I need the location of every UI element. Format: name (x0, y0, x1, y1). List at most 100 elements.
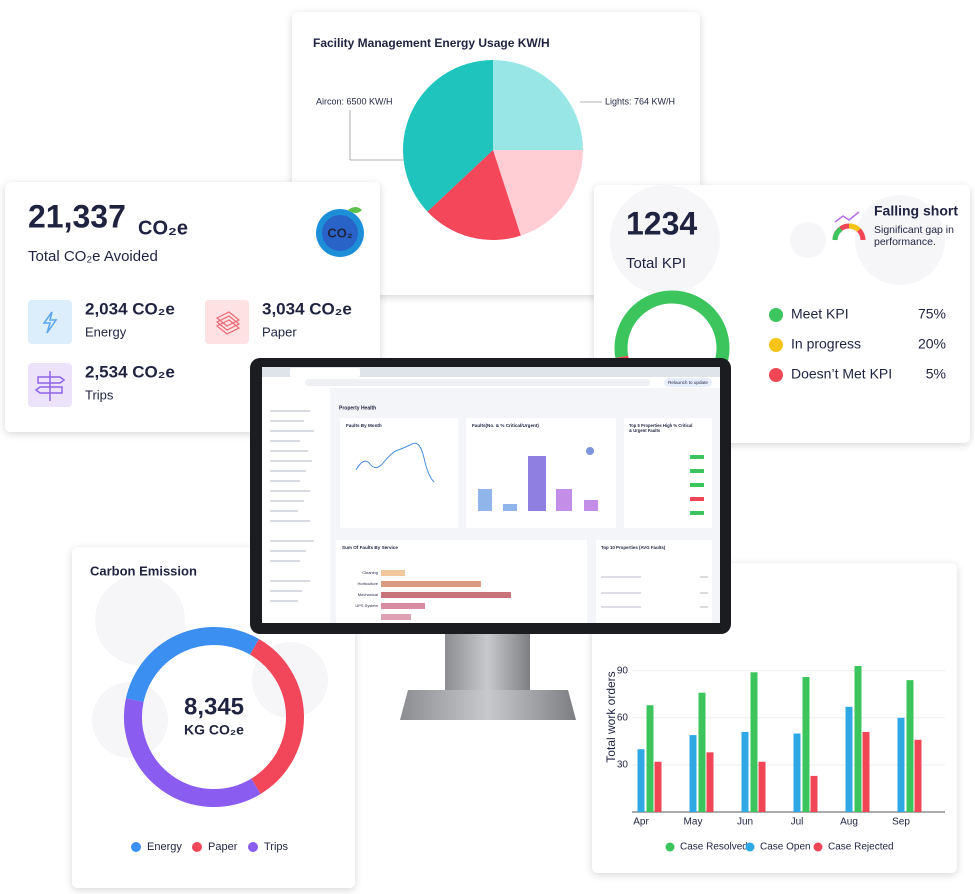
item-label: Trips (85, 387, 114, 402)
bg-blob (95, 575, 185, 665)
energy-card: Facility Management Energy Usage KW/H Ai… (292, 12, 700, 295)
y-axis-label: Total work orders (604, 671, 618, 762)
monitor: Relaunch to update Property Health Fault… (250, 358, 731, 720)
bar (862, 731, 870, 812)
legend-swatch (769, 368, 783, 382)
legend-swatch (769, 338, 783, 352)
svg-text:CO₂: CO₂ (327, 225, 353, 240)
value-label: 75% (918, 306, 946, 322)
pie-slice (427, 150, 521, 240)
tab (290, 368, 360, 377)
bar (914, 739, 922, 812)
kpi-label: Total KPI (626, 255, 686, 272)
co2-badge: CO₂ (316, 207, 364, 257)
legend-swatch (248, 842, 258, 852)
mini-bars (478, 447, 598, 511)
legend-label: Paper (208, 841, 238, 853)
legend-label: Meet KPI (791, 306, 849, 322)
status: Falling short (874, 203, 958, 219)
bar (698, 692, 706, 812)
value-label: 5% (926, 366, 946, 382)
bar (802, 676, 810, 812)
x-tick-label: Aug (840, 817, 858, 828)
annotation: Lights: 764 KW/H (605, 96, 675, 106)
bar (750, 672, 758, 812)
tab-bar (262, 367, 720, 377)
legend-swatch (131, 842, 141, 852)
panel-title: Faults(No. & % Critical/Urgent) (472, 423, 539, 428)
y-tick-label: 90 (617, 665, 629, 676)
legend-label: Case Open (760, 842, 811, 853)
bg-blob (610, 185, 720, 295)
paper-icon (205, 300, 249, 344)
item-label: Energy (85, 324, 127, 339)
carbon-total: 8,345 (184, 693, 244, 720)
bar (854, 665, 862, 812)
pie-slice (493, 60, 583, 150)
stand-neck (445, 630, 530, 692)
legend-swatch (745, 842, 755, 852)
sidebar-items (270, 410, 314, 602)
legend-swatch (769, 308, 783, 322)
y-tick-label: 30 (617, 760, 629, 771)
x-tick-label: Apr (633, 817, 649, 828)
status-note: Significant gap in (874, 224, 954, 236)
bar (897, 717, 905, 812)
bar (646, 705, 654, 812)
mini-line (355, 442, 435, 483)
value-label: 20% (918, 336, 946, 352)
donut-segment (125, 627, 259, 703)
update-button[interactable] (664, 378, 712, 387)
carbon-unit: KG CO₂e (184, 722, 244, 738)
legend-label: Doesn’t Met KPI (791, 366, 892, 382)
panel (340, 418, 458, 528)
pie-slice (403, 60, 493, 212)
item-value: 2,534 CO₂e (85, 362, 175, 381)
bg-blob (790, 222, 826, 258)
item-value: 3,034 CO₂e (262, 299, 352, 318)
panel-title: Faults By Month (346, 423, 382, 428)
url-field (305, 379, 650, 386)
paper-icon-stack (215, 311, 241, 335)
co2-label: Total CO₂e Avoided (28, 248, 158, 265)
x-tick-label: May (684, 817, 703, 828)
co2-total: 21,337 (28, 198, 126, 234)
item-label: Paper (262, 324, 297, 339)
service: Mechanical (358, 592, 378, 597)
sidebar (262, 388, 330, 623)
legend-label: In progress (791, 336, 861, 352)
bar (741, 731, 749, 812)
trips-icon-sign (34, 371, 66, 401)
gauge-icon (832, 211, 866, 241)
update-label: Relaunch to update (668, 380, 708, 385)
stand-base (400, 690, 576, 720)
status-note: performance. (874, 236, 936, 248)
x-tick-label: Jun (737, 817, 753, 828)
panel-title: Top 10 Properties (AVG Faults) (601, 545, 666, 550)
panel (596, 540, 712, 623)
legend-label: Trips (264, 841, 289, 853)
co2-unit: CO₂e (138, 217, 188, 239)
panel-title: Sum Of Faults By Service (342, 545, 398, 550)
bar (706, 752, 714, 812)
energy-icon (28, 300, 72, 344)
pie-slice (493, 150, 583, 236)
kpi-total: 1234 (626, 205, 697, 241)
service: UPS System (355, 603, 378, 608)
legend-swatch (665, 842, 675, 852)
card-title: Facility Management Energy Usage KW/H (313, 36, 550, 50)
legend-swatch (813, 842, 823, 852)
bar (906, 680, 914, 812)
x-tick-label: Sep (892, 817, 910, 828)
bar (845, 706, 853, 812)
panel-title: Top 5 Properties High % Critical (629, 423, 692, 428)
bar (637, 749, 645, 812)
bar (810, 775, 818, 812)
legend-label: Energy (147, 841, 182, 853)
bar (689, 735, 697, 812)
service: Horticulture (358, 581, 379, 586)
service: Cleaning (362, 570, 378, 575)
legend-swatch (192, 842, 202, 852)
